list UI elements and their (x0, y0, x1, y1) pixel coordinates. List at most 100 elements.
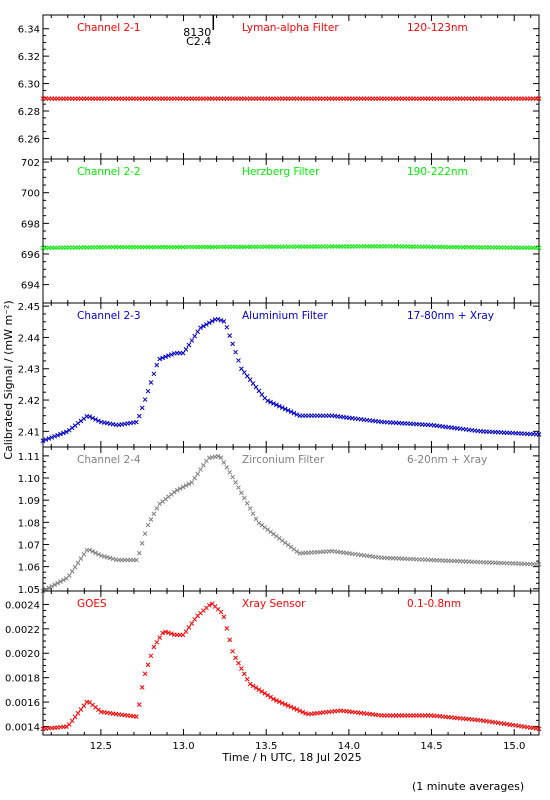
data-point (262, 525, 268, 530)
data-point (148, 380, 154, 385)
data-point (279, 538, 285, 543)
y-tick-label: 2.44 (18, 333, 40, 344)
data-point (282, 540, 288, 546)
data-point (183, 347, 189, 352)
data-point (96, 418, 101, 424)
y-tick-label: 6.32 (18, 52, 40, 63)
data-point (66, 573, 72, 578)
panel-frame (42, 302, 540, 448)
data-point (46, 436, 52, 441)
y-tick-label: 2.45 (18, 302, 40, 313)
y-tick-label: 702 (21, 158, 40, 169)
data-point (256, 388, 262, 394)
y-tick-label: 694 (21, 281, 40, 292)
data-point (250, 683, 256, 689)
panel-channel-label: Channel 2-1 (77, 22, 141, 34)
data-point (61, 577, 66, 583)
data-point (236, 660, 241, 666)
y-tick-label: 0.0024 (5, 600, 40, 611)
panel-filter-label: Xray Sensor (242, 598, 306, 610)
data-point (136, 413, 142, 419)
y-tick-label: 1.06 (18, 563, 40, 574)
data-point (160, 355, 165, 361)
data-point (148, 653, 154, 659)
data-point (294, 549, 300, 554)
data-point (247, 681, 253, 687)
data-point (282, 406, 288, 412)
data-point (183, 483, 189, 488)
x-axis-label: Time / h UTC, 18 Jul 2025 (221, 751, 361, 764)
data-point (271, 401, 276, 406)
data-point (291, 705, 297, 711)
data-point (536, 726, 542, 732)
y-tick-label: 0.0020 (5, 649, 40, 660)
data-point (227, 469, 233, 475)
y-tick-label: 0.0018 (5, 674, 40, 685)
x-tick-label: 15.0 (503, 741, 525, 752)
data-point (291, 546, 297, 552)
data-point (227, 333, 233, 338)
y-tick-label: 1.09 (18, 496, 40, 507)
data-point (189, 480, 195, 485)
data-point (136, 550, 142, 556)
data-point (136, 702, 142, 707)
data-point (536, 432, 542, 437)
data-point (297, 708, 303, 714)
data-point (536, 245, 542, 251)
data-point (163, 354, 168, 360)
data-point (96, 707, 101, 713)
y-tick-label: 698 (21, 219, 40, 230)
data-point (145, 662, 151, 668)
x-tick-label: 14.5 (420, 741, 442, 752)
data-point (256, 687, 262, 693)
panel-3: 2.41 2.42 2.43 2.44 2.45 Channel 2-3 Aluminium… (18, 302, 542, 448)
data-point (244, 676, 250, 682)
data-point (244, 500, 250, 506)
data-point (75, 560, 81, 566)
data-point (271, 531, 276, 537)
data-point (253, 685, 259, 691)
data-point (75, 710, 81, 716)
data-point (151, 644, 157, 650)
data-point (157, 356, 163, 362)
data-point (206, 320, 212, 326)
panel-filter-label: Zirconium Filter (242, 454, 325, 466)
data-point (166, 353, 171, 359)
data-point (233, 349, 238, 355)
data-point (61, 430, 66, 436)
data-point (177, 486, 183, 492)
data-point (160, 630, 165, 636)
data-point (259, 392, 265, 397)
panel-channel-label: GOES (77, 598, 107, 610)
series-markers (40, 601, 542, 732)
panel-band-label: 120-123nm (407, 22, 468, 34)
data-point (81, 552, 87, 557)
panels-layer: 6.26 6.28 6.30 6.32 6.34 Channel 2-1 Lyman-alp… (5, 14, 542, 736)
data-point (241, 495, 247, 501)
data-point (55, 580, 60, 586)
data-point (52, 582, 58, 588)
data-point (134, 557, 139, 563)
data-point (536, 96, 542, 102)
data-point (139, 541, 145, 546)
data-point (268, 694, 273, 700)
y-tick-label: 1.08 (18, 518, 40, 529)
data-point (186, 625, 192, 630)
data-point (236, 358, 241, 363)
data-point (265, 692, 271, 698)
data-point (63, 724, 69, 729)
panel-4: 1.05 1.06 1.07 1.08 1.09 1.10 1.11 Channel 2-4 Z… (18, 446, 542, 596)
data-point (221, 319, 227, 324)
series-markers (40, 96, 542, 102)
data-point (134, 419, 139, 425)
x-tick-label: 13.5 (255, 741, 277, 752)
data-point (230, 341, 236, 347)
data-point (218, 317, 224, 323)
data-point (183, 629, 189, 634)
data-point (180, 484, 186, 490)
data-point (201, 323, 206, 329)
data-point (180, 350, 186, 356)
y-tick-label: 0.0014 (5, 722, 40, 733)
y-tick-label: 6.34 (18, 25, 40, 36)
